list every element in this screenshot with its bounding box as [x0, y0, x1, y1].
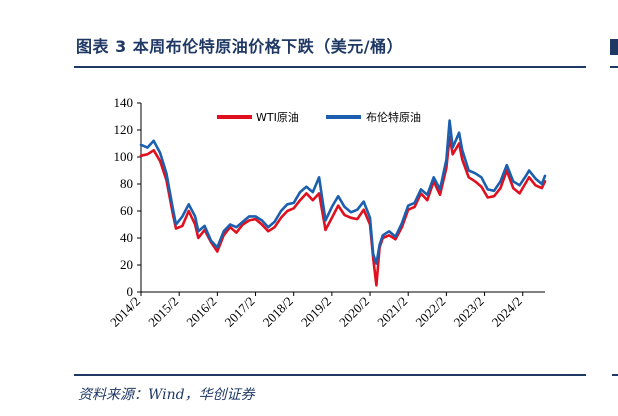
y-tick-label: 120: [114, 122, 134, 137]
legend: WTI原油 布伦特原油: [217, 110, 421, 124]
adjacent-panel-edge: [610, 39, 618, 55]
adjacent-panel-divider-bottom: [612, 374, 618, 376]
y-tick-label: 20: [120, 257, 133, 272]
adjacent-panel-divider: [610, 66, 618, 68]
y-tick-label: 40: [120, 230, 133, 245]
wti-series-line: [139, 135, 547, 287]
x-tick-label: 2018/2: [260, 294, 296, 330]
y-axis-ticks: 0 20 40 60 80 100 120 140: [114, 95, 141, 299]
x-axis-ticks: 2014/2 2015/2 2016/2 2017/2 2018/2 2019/2 2020…: [107, 292, 525, 330]
x-tick-label: 2014/2: [107, 294, 143, 330]
chart-axes: [140, 103, 545, 293]
y-tick-label: 0: [127, 284, 134, 299]
x-tick-label: 2020/2: [336, 294, 372, 330]
x-tick-label: 2015/2: [145, 294, 181, 330]
series-lines: [139, 119, 547, 287]
y-tick-label: 100: [114, 149, 134, 164]
x-tick-label: 2022/2: [412, 294, 448, 330]
legend-label-brent: 布伦特原油: [366, 110, 421, 124]
x-tick-label: 2017/2: [221, 294, 257, 330]
x-tick-label: 2023/2: [451, 294, 487, 330]
x-tick-label: 2016/2: [183, 294, 219, 330]
legend-label-wti: WTI原油: [256, 110, 299, 124]
y-tick-label: 80: [120, 176, 133, 191]
y-tick-label: 140: [114, 95, 134, 110]
footer-divider: [74, 374, 586, 376]
y-tick-label: 60: [120, 203, 133, 218]
x-tick-label: 2024/2: [489, 294, 525, 330]
header-divider: [74, 66, 586, 68]
source-note: 资料来源：Wind，华创证券: [78, 387, 255, 403]
brent-series-line: [139, 119, 547, 265]
x-tick-label: 2021/2: [374, 294, 410, 330]
chart-title: 图表 3 本周布伦特原油价格下跌（美元/桶）: [76, 37, 404, 56]
x-tick-label: 2019/2: [298, 294, 334, 330]
